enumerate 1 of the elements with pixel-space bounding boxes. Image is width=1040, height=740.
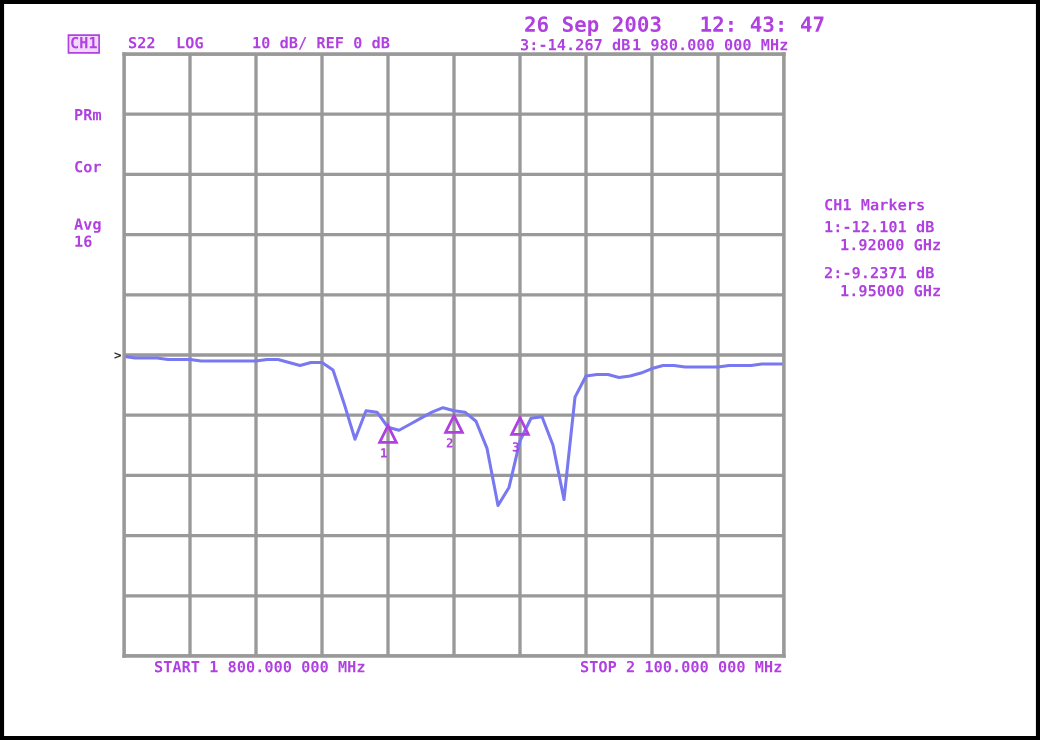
text: 26 Sep 2003 12: 43: 47 [525, 16, 824, 37]
